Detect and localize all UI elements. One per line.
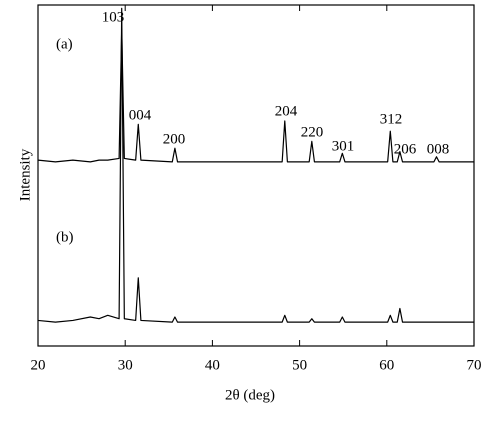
annotation: 220 [301, 124, 324, 140]
x-tick-label: 40 [205, 357, 220, 373]
x-tick-label: 70 [467, 357, 482, 373]
annotation: 200 [163, 131, 186, 147]
data-line [37, 7, 474, 323]
x-tick-label: 60 [379, 357, 394, 373]
annotation: (a) [56, 36, 73, 52]
x-tick-label: 30 [118, 357, 133, 373]
annotation: (b) [56, 229, 74, 245]
annotation: 204 [275, 103, 298, 119]
annotation: 004 [129, 107, 152, 123]
data-line [37, 28, 474, 163]
x-tick-label: 20 [31, 357, 46, 373]
x-tick-label: 50 [292, 357, 307, 373]
plot-frame [37, 4, 475, 347]
annotation: 301 [332, 138, 355, 154]
annotation: 008 [427, 141, 450, 157]
y-axis-title: Intensity [17, 148, 33, 201]
annotation: 206 [394, 141, 417, 157]
annotation: 103 [102, 9, 125, 25]
annotation: 312 [380, 111, 403, 127]
x-axis-title: 2θ (deg) [225, 387, 275, 403]
